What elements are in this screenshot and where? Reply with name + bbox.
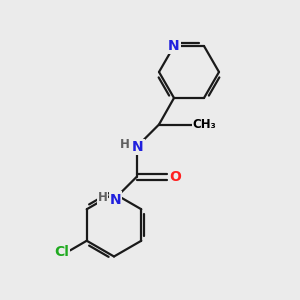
Text: H: H (120, 138, 130, 151)
Text: N: N (168, 39, 180, 53)
Text: N: N (132, 140, 144, 154)
Text: O: O (169, 170, 181, 184)
Text: H: H (98, 191, 107, 204)
Text: CH₃: CH₃ (193, 118, 217, 131)
Text: N: N (110, 193, 121, 206)
Text: Cl: Cl (54, 245, 69, 259)
